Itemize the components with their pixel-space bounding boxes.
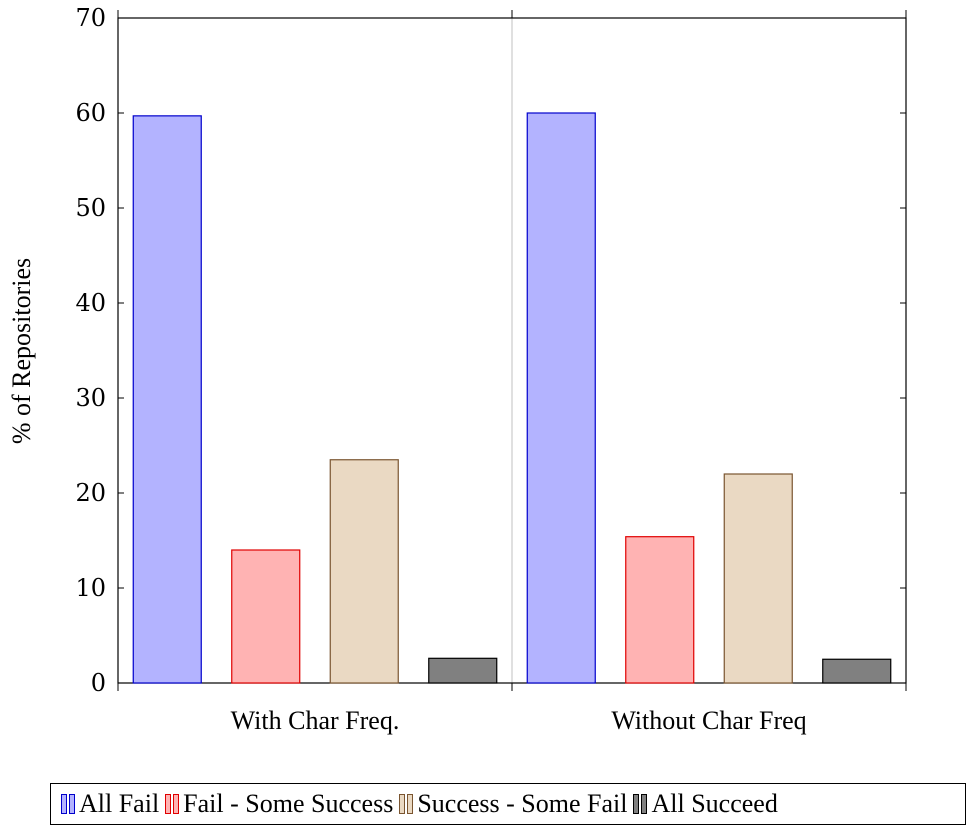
y-tick-label: 20 (75, 479, 106, 507)
legend-entry: Fail - Some Success (165, 790, 393, 818)
legend-entry: All Succeed (633, 789, 778, 818)
y-tick-label: 70 (75, 4, 106, 32)
bar-all-succeed (428, 657, 498, 684)
legend-entry: Success - Some Fail (399, 790, 627, 818)
bar-success-some-fail (329, 459, 399, 684)
y-tick-label: 0 (91, 669, 106, 697)
y-tick-label: 30 (75, 384, 106, 412)
legend-swatch (165, 794, 172, 814)
legend-swatch (69, 794, 75, 814)
bar-success-some-fail (723, 473, 793, 684)
bar-all-fail (132, 115, 202, 684)
y-tick-label: 10 (75, 574, 106, 602)
legend-swatch (633, 794, 640, 814)
legend-label: Fail - Some Success (183, 789, 394, 818)
legend-swatch (399, 794, 406, 814)
bar-chart: 0 10 20 30 40 50 60 70 With Char Freq. Without Ch… (7, 4, 907, 735)
legend: All Fail Fail - Some Success Success - Som… (50, 783, 966, 825)
y-tick-label: 50 (75, 194, 106, 222)
legend-swatch (641, 794, 648, 814)
bar-all-fail (526, 112, 596, 684)
legend-entry: All Fail (61, 790, 159, 818)
y-axis-title: % of Repositories (7, 258, 36, 444)
x-category-label: With Char Freq. (231, 706, 400, 735)
bar-fail-some-success (231, 549, 301, 684)
legend-swatch (61, 794, 67, 814)
y-tick-label: 40 (75, 289, 106, 317)
legend-swatch (407, 794, 414, 814)
bar-fail-some-success (625, 536, 695, 684)
bars (132, 112, 892, 684)
labels: 0 10 20 30 40 50 60 70 With Char Freq. Without Ch… (75, 4, 806, 735)
axes (117, 10, 907, 691)
x-category-label: Without Char Freq (611, 706, 806, 735)
legend-label: All Succeed (651, 789, 778, 818)
legend-label: All Fail (79, 789, 160, 818)
bar-all-succeed (822, 658, 892, 684)
y-tick-label: 60 (75, 99, 106, 127)
legend-swatch (173, 794, 180, 814)
legend-label: Success - Some Fail (417, 789, 628, 818)
